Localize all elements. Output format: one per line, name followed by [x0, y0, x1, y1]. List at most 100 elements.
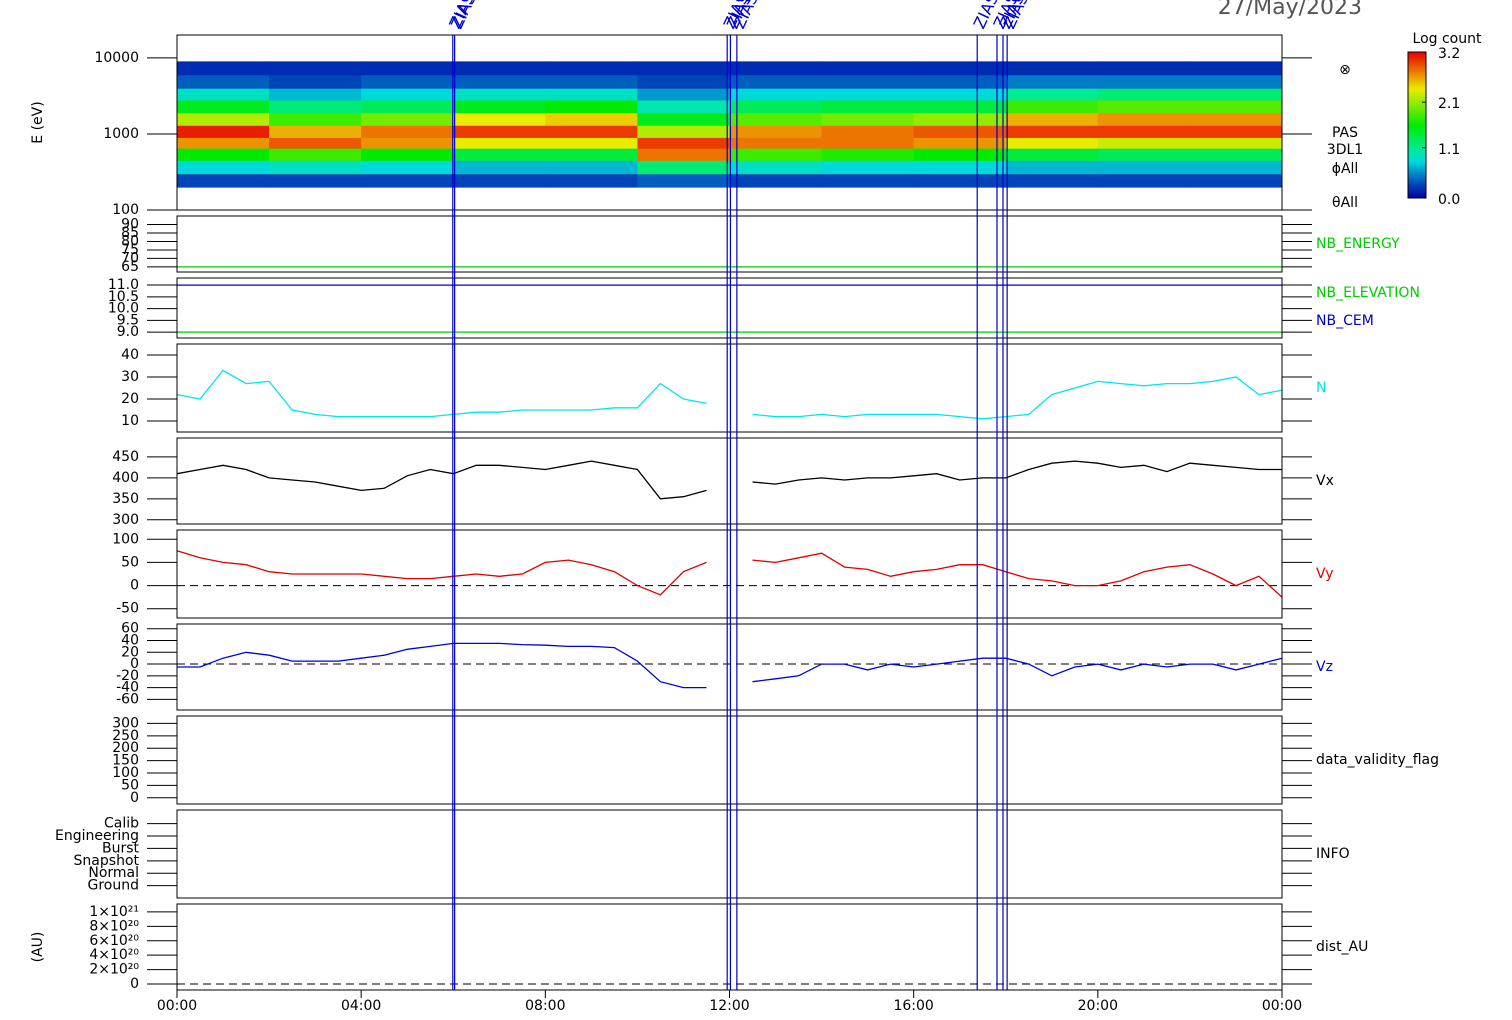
spectrogram-cell [269, 74, 362, 89]
x-tick-label: 08:00 [525, 998, 565, 1014]
spectrogram-cell [269, 88, 362, 101]
spectrogram-cell [913, 160, 1007, 175]
spectrogram-cell [729, 88, 823, 101]
spectrogram-cell [821, 137, 915, 149]
annotation: 3DL1 [1327, 142, 1363, 158]
annotation: ϕAll [1332, 161, 1359, 177]
y-tick-label: Calib [104, 816, 139, 832]
spectrogram-cell [545, 74, 638, 89]
y-tick-label: 50 [121, 777, 139, 793]
panel-frame [176, 34, 1283, 211]
series-label: NB_ENERGY [1316, 236, 1400, 252]
colorbar-step [1408, 54, 1426, 58]
spectrogram-cell [269, 148, 362, 161]
spectrogram-cell [913, 74, 1007, 89]
spectrogram-cell [177, 88, 270, 101]
spectrogram-cell [1097, 74, 1191, 89]
y-tick-label: Normal [88, 865, 139, 881]
series-label: N [1316, 380, 1326, 396]
spectrogram-cell [269, 173, 362, 188]
spectrogram-cell [269, 61, 362, 76]
spectrogram-cell [729, 61, 823, 76]
series-label: Vy [1316, 566, 1334, 582]
spectrogram-cell [913, 137, 1007, 149]
colorbar-step [1408, 149, 1426, 153]
spectrogram-cell [729, 112, 823, 126]
colorbar-step [1408, 127, 1426, 131]
spectrogram-cell [1097, 99, 1191, 114]
spectrogram-cell [361, 74, 454, 89]
spectrogram-cell [453, 112, 546, 126]
y-tick-label: 2×10²⁰ [89, 962, 139, 978]
spectrogram-cell [1189, 112, 1283, 126]
y-tick-label: 0 [130, 976, 139, 992]
y-tick-label: 11.0 [108, 277, 139, 293]
spectrogram-cell [1097, 88, 1191, 101]
colorbar-step [1408, 161, 1426, 165]
colorbar-step [1408, 81, 1426, 85]
colorbar-step [1408, 112, 1426, 116]
y-tick-label: 40 [121, 632, 139, 648]
annotation: PAS [1332, 125, 1358, 141]
y-tick-label: 60 [121, 621, 139, 637]
spectrogram-cell [1189, 61, 1283, 76]
colorbar-step [1408, 78, 1426, 82]
spectrogram-cell [453, 88, 546, 101]
colorbar-step [1408, 69, 1426, 72]
spectrogram-cell [913, 99, 1007, 114]
colorbar-step [1408, 195, 1426, 199]
colorbar-step [1408, 190, 1426, 194]
panel-label: data_validity_flag [1316, 752, 1439, 768]
colorbar-step [1408, 117, 1426, 121]
panel-frame [176, 437, 1283, 525]
colorbar-step [1408, 95, 1426, 99]
y-tick-label: 10.5 [108, 289, 139, 305]
colorbar-tick-label: 0.0 [1438, 192, 1460, 208]
y-tick-label: 300 [112, 512, 139, 528]
series-line [176, 550, 1283, 598]
y-tick-label: 40 [121, 347, 139, 363]
spectrogram-cell [545, 148, 638, 161]
spectrogram-cell [361, 148, 454, 161]
y-tick-label: 6×10²⁰ [89, 933, 139, 949]
spectrogram-cell [637, 148, 730, 161]
y-tick-label: 100 [112, 765, 139, 781]
colorbar-step [1408, 110, 1426, 114]
spectrogram-cell [1189, 74, 1283, 89]
colorbar-step [1408, 142, 1426, 145]
colorbar-step [1408, 139, 1426, 143]
colorbar-step [1408, 159, 1426, 162]
spectrogram-cell [361, 137, 454, 149]
y-tick-label: 100 [112, 531, 139, 547]
y-tick-label: 200 [112, 740, 139, 756]
colorbar-step [1408, 125, 1426, 128]
spectrogram-cell [913, 173, 1007, 188]
spectrogram-cell [177, 137, 270, 149]
spectrogram-cell [729, 74, 823, 89]
panel-frame [176, 809, 1283, 899]
colorbar-step [1408, 103, 1426, 107]
colorbar-step [1408, 176, 1426, 180]
spectrogram-cell [637, 61, 730, 76]
spectrogram-cell [177, 125, 270, 138]
spectrogram-cell [545, 112, 638, 126]
colorbar-step [1408, 168, 1426, 172]
spectrogram-cell [545, 125, 638, 138]
panel-label: dist_AU [1316, 939, 1368, 955]
y-tick-label: 85 [121, 225, 139, 241]
spectrogram-cell [1097, 173, 1191, 188]
colorbar-step [1408, 193, 1426, 197]
y-tick-label: 350 [112, 491, 139, 507]
y-tick-label: 20 [121, 644, 139, 660]
y-tick-label: 8×10²⁰ [89, 918, 139, 934]
spectrogram-cell [637, 125, 730, 138]
spectrogram-cell [269, 125, 362, 138]
colorbar-tick-label: 2.1 [1438, 96, 1460, 112]
colorbar-step [1408, 183, 1426, 187]
series-label: NB_ELEVATION [1316, 285, 1420, 301]
y-axis-label: E (eV) [30, 101, 46, 143]
spectrogram-cell [1005, 137, 1099, 149]
y-tick-label: 75 [121, 242, 139, 258]
date: 27/May/2023 [1218, 0, 1362, 20]
panel-frame [176, 623, 1283, 711]
